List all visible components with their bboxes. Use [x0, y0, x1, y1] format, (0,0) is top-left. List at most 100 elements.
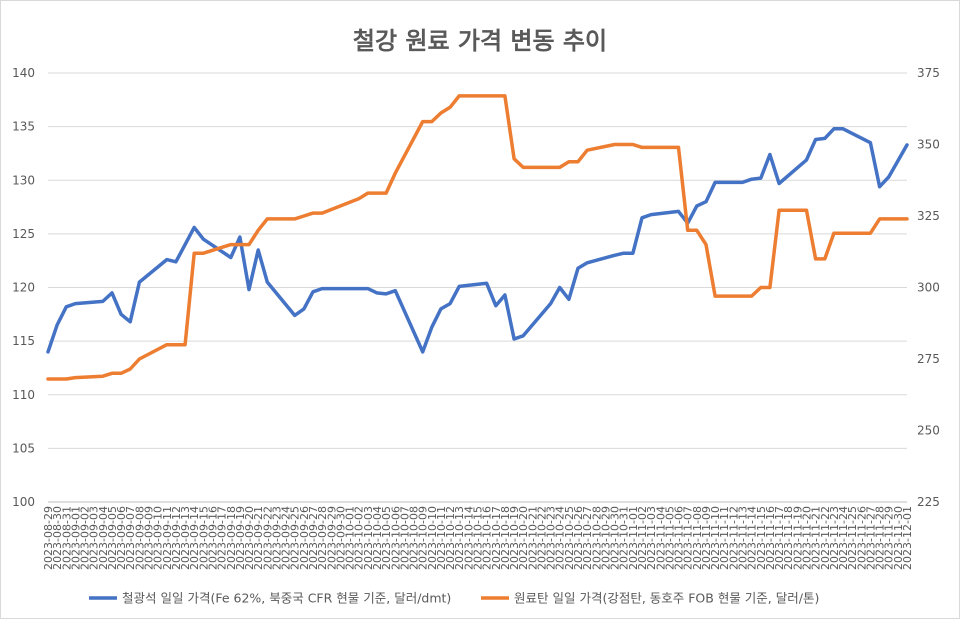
x-tick-label: 2023-09-28 [316, 506, 329, 570]
x-tick-label: 2023-10-09 [417, 506, 430, 570]
x-tick-label: 2023-11-08 [691, 506, 704, 570]
y-left-tick-label: 120 [12, 281, 35, 295]
y-left-tick-label: 100 [12, 495, 35, 509]
y-right-tick-label: 325 [917, 209, 940, 223]
x-tick-label: 2023-09-11 [161, 506, 174, 570]
x-tick-label: 2023-10-31 [618, 506, 631, 570]
x-tick-label: 2023-11-14 [746, 506, 759, 570]
x-tick-label: 2023-12-01 [901, 506, 914, 570]
x-tick-label: 2023-10-29 [599, 506, 612, 570]
x-tick-label: 2023-08-30 [51, 506, 64, 570]
x-tick-label: 2023-09-20 [243, 506, 256, 570]
x-tick-label: 2023-11-12 [727, 506, 740, 570]
x-tick-label: 2023-09-21 [252, 506, 265, 570]
y-right-tick-label: 250 [917, 424, 940, 438]
x-tick-label: 2023-10-08 [408, 506, 421, 570]
y-left-tick-label: 135 [12, 120, 35, 134]
x-tick-label: 2023-11-01 [627, 506, 640, 570]
x-tick-label: 2023-10-14 [462, 506, 475, 570]
x-tick-label: 2023-10-20 [517, 506, 530, 570]
x-tick-label: 2023-09-25 [289, 506, 302, 570]
x-tick-label: 2023-10-03 [362, 506, 375, 570]
x-tick-label: 2023-09-19 [234, 506, 247, 570]
x-tick-label: 2023-10-16 [481, 506, 494, 570]
y-left-tick-label: 105 [12, 441, 35, 455]
x-tick-label: 2023-09-13 [179, 506, 192, 570]
x-tick-label: 2023-09-14 [188, 506, 201, 570]
x-tick-label: 2023-10-27 [581, 506, 594, 570]
chart-title: 철강 원료 가격 변동 추이 [352, 27, 608, 55]
x-tick-label: 2023-10-13 [453, 506, 466, 570]
x-tick-label: 2023-11-20 [800, 506, 813, 570]
x-tick-label: 2023-11-05 [663, 506, 676, 570]
y-right-tick-label: 350 [917, 138, 940, 152]
x-tick-label: 2023-09-29 [325, 506, 338, 570]
x-tick-label: 2023-11-17 [773, 506, 786, 570]
x-tick-label: 2023-09-16 [206, 506, 219, 570]
x-tick-label: 2023-09-12 [170, 506, 183, 570]
x-tick-label: 2023-10-01 [344, 506, 357, 570]
x-tick-label: 2023-09-02 [79, 506, 92, 570]
x-tick-label: 2023-09-05 [106, 506, 119, 570]
x-tick-label: 2023-11-30 [892, 506, 905, 570]
x-tick-label: 2023-09-27 [307, 506, 320, 570]
x-tick-label: 2023-11-27 [864, 506, 877, 570]
x-tick-label: 2023-11-26 [855, 506, 868, 570]
x-tick-label: 2023-09-10 [152, 506, 165, 570]
x-tick-label: 2023-11-06 [673, 506, 686, 570]
x-tick-label: 2023-09-09 [143, 506, 156, 570]
x-tick-label: 2023-10-24 [554, 506, 567, 570]
x-tick-label: 2023-11-25 [846, 506, 859, 570]
x-tick-label: 2023-10-10 [426, 506, 439, 570]
x-tick-label: 2023-11-21 [810, 506, 823, 570]
y-left-tick-label: 140 [12, 66, 35, 80]
x-tick-label: 2023-10-28 [590, 506, 603, 570]
x-tick-label: 2023-11-07 [682, 506, 695, 570]
x-tick-label: 2023-08-31 [60, 506, 73, 570]
x-tick-label: 2023-11-03 [645, 506, 658, 570]
x-tick-label: 2023-11-09 [700, 506, 713, 570]
x-tick-label: 2023-11-16 [764, 506, 777, 570]
x-tick-label: 2023-10-15 [472, 506, 485, 570]
x-tick-label: 2023-09-03 [88, 506, 101, 570]
x-tick-label: 2023-09-07 [124, 506, 137, 570]
x-tick-label: 2023-09-01 [69, 506, 82, 570]
y-right-tick-label: 275 [917, 352, 940, 366]
x-tick-label: 2023-11-22 [819, 506, 832, 570]
x-tick-label: 2023-09-17 [216, 506, 229, 570]
x-tick-label: 2023-10-22 [535, 506, 548, 570]
y-left-tick-label: 115 [12, 334, 35, 348]
x-tick-label: 2023-11-02 [636, 506, 649, 570]
x-tick-label: 2023-10-25 [563, 506, 576, 570]
x-tick-label: 2023-11-19 [791, 506, 804, 570]
x-tick-label: 2023-10-30 [609, 506, 622, 570]
legend-label-2: 원료탄 일일 가격(강점탄, 동호주 FOB 현물 기준, 달러/톤) [514, 591, 819, 606]
x-tick-label: 2023-10-26 [572, 506, 585, 570]
x-tick-label: 2023-11-15 [755, 506, 768, 570]
x-tick-label: 2023-11-28 [874, 506, 887, 570]
x-tick-label: 2023-11-29 [883, 506, 896, 570]
x-tick-label: 2023-09-22 [261, 506, 274, 570]
x-tick-label: 2023-09-04 [97, 506, 110, 570]
x-tick-label: 2023-09-08 [133, 506, 146, 570]
x-tick-label: 2023-11-11 [718, 506, 731, 570]
x-tick-label: 2023-10-19 [508, 506, 521, 570]
x-tick-label: 2023-09-15 [197, 506, 210, 570]
y-left-tick-label: 110 [12, 388, 35, 402]
x-tick-label: 2023-10-05 [380, 506, 393, 570]
x-tick-label: 2023-11-23 [828, 506, 841, 570]
series-line-2 [46, 94, 909, 381]
y-right-tick-label: 225 [917, 495, 940, 509]
y-left-tick-label: 130 [12, 173, 35, 187]
x-tick-label: 2023-09-18 [225, 506, 238, 570]
x-tick-label: 2023-11-13 [737, 506, 750, 570]
x-tick-label: 2023-10-02 [353, 506, 366, 570]
x-tick-label: 2023-11-18 [782, 506, 795, 570]
series-line-1 [46, 127, 909, 354]
x-tick-label: 2023-09-06 [115, 506, 128, 570]
x-tick-label: 2023-10-17 [490, 506, 503, 570]
x-tick-label: 2023-10-04 [371, 506, 384, 570]
x-tick-label: 2023-10-21 [526, 506, 539, 570]
x-tick-label: 2023-11-10 [709, 506, 722, 570]
